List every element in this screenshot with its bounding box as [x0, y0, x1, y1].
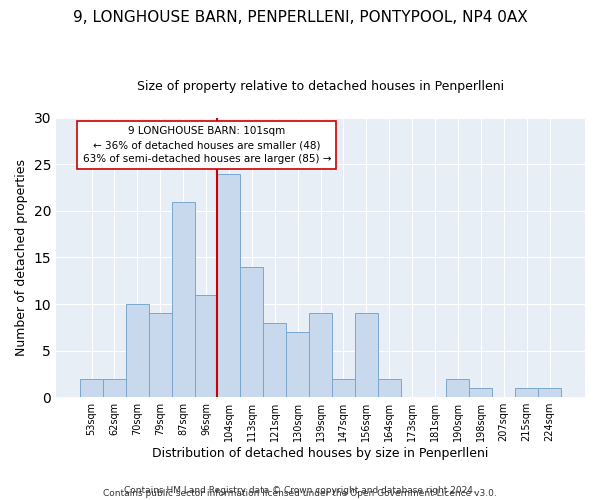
Bar: [538, 388, 561, 397]
Text: Contains public sector information licensed under the Open Government Licence v3: Contains public sector information licen…: [103, 488, 497, 498]
Bar: [103, 378, 126, 397]
Bar: [263, 322, 286, 397]
Bar: [515, 388, 538, 397]
Bar: [194, 295, 217, 397]
Bar: [355, 314, 378, 397]
Title: Size of property relative to detached houses in Penperlleni: Size of property relative to detached ho…: [137, 80, 504, 93]
Y-axis label: Number of detached properties: Number of detached properties: [15, 159, 28, 356]
Bar: [378, 378, 401, 397]
Bar: [149, 314, 172, 397]
Bar: [126, 304, 149, 397]
Bar: [332, 378, 355, 397]
X-axis label: Distribution of detached houses by size in Penperlleni: Distribution of detached houses by size …: [152, 447, 489, 460]
Text: 9 LONGHOUSE BARN: 101sqm
← 36% of detached houses are smaller (48)
63% of semi-d: 9 LONGHOUSE BARN: 101sqm ← 36% of detach…: [83, 126, 331, 164]
Bar: [446, 378, 469, 397]
Bar: [217, 174, 241, 397]
Text: 9, LONGHOUSE BARN, PENPERLLENI, PONTYPOOL, NP4 0AX: 9, LONGHOUSE BARN, PENPERLLENI, PONTYPOO…: [73, 10, 527, 25]
Bar: [241, 267, 263, 397]
Bar: [309, 314, 332, 397]
Bar: [286, 332, 309, 397]
Bar: [172, 202, 194, 397]
Text: Contains HM Land Registry data © Crown copyright and database right 2024.: Contains HM Land Registry data © Crown c…: [124, 486, 476, 495]
Bar: [80, 378, 103, 397]
Bar: [469, 388, 492, 397]
